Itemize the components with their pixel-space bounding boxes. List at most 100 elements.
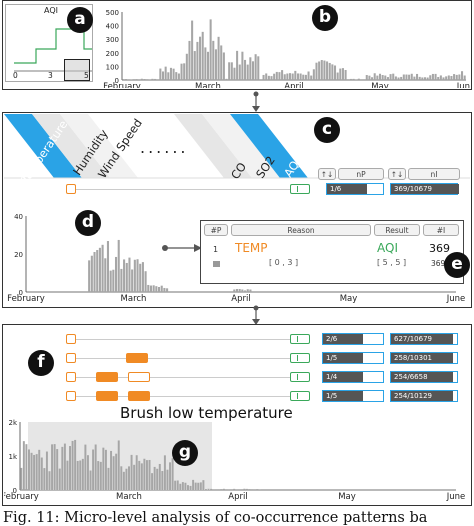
hist-g-month: May: [338, 492, 356, 502]
hist-g-bar: [20, 467, 23, 490]
hist-b-bar: [191, 20, 194, 80]
hist-b-bar: [371, 77, 374, 80]
aqi-range-bar[interactable]: [290, 184, 310, 194]
hist-d-bar: [141, 262, 144, 292]
col-header-nl[interactable]: nI: [408, 168, 460, 180]
hist-g-bar: [202, 480, 205, 490]
row3-temp-bar[interactable]: [66, 372, 76, 382]
hist-d-bar: [114, 256, 118, 292]
hist-d-bar: [160, 285, 163, 292]
table-header-result[interactable]: Result: [374, 224, 420, 236]
hist-d-bar: [155, 286, 158, 292]
row4-temp-bar[interactable]: [66, 391, 76, 401]
hist-b-bar: [159, 68, 162, 80]
sort-nl-button[interactable]: ↑↓: [388, 168, 406, 180]
row3-line: [76, 377, 290, 378]
hist-b-bar: [201, 31, 204, 81]
row4-line: [76, 396, 290, 397]
hist-d-month: June: [446, 294, 466, 304]
hist-g-bar: [38, 449, 41, 490]
hist-b-bar: [363, 79, 366, 80]
hist-b-bar: [273, 73, 276, 80]
hist-b-bar: [447, 75, 450, 80]
hist-g-ytick: 0: [13, 487, 17, 495]
hist-b-bar: [352, 78, 355, 80]
col-header-np[interactable]: nP: [338, 168, 384, 180]
row-nl-value: 254/10129: [394, 392, 432, 400]
hist-g-bar: [27, 449, 30, 490]
hist-g-bar: [138, 460, 141, 490]
row-np-value: 1/5: [326, 354, 338, 362]
hist-b-bar: [167, 72, 170, 80]
hist-g-bar: [253, 489, 256, 490]
row4-filter-bar-1[interactable]: [96, 391, 118, 401]
aqi-brush[interactable]: [64, 59, 90, 81]
row2-filter-bar[interactable]: [126, 353, 148, 363]
row2-aqi-bar[interactable]: [290, 353, 310, 363]
table-row-reason-range: [ 0 , 3 ]: [269, 258, 299, 267]
hist-g-bar: [97, 461, 100, 490]
row4-aqi-bar[interactable]: [290, 391, 310, 401]
hist-d-bar: [136, 259, 139, 292]
badge-a: a: [67, 7, 93, 33]
row3-filter-bar-2[interactable]: [128, 372, 150, 382]
hist-g-bar: [245, 488, 248, 490]
hist-b-bar: [302, 74, 305, 80]
hist-g-month: June: [446, 492, 466, 502]
hist-b-bar: [455, 74, 458, 80]
hist-b-bar: [389, 74, 392, 80]
row-np-value: 1/4: [326, 373, 338, 381]
hist-b-bar: [431, 73, 434, 80]
sort-np-button[interactable]: ↑↓: [318, 168, 336, 180]
row1-temp-bar[interactable]: [66, 334, 76, 344]
row3-aqi-bar[interactable]: [290, 372, 310, 382]
hist-g-bar: [189, 485, 192, 490]
row4-filter-bar-2[interactable]: [128, 391, 150, 401]
table-row-result: AQI: [377, 241, 398, 255]
hist-b-bar: [445, 76, 448, 80]
hist-d-bar: [163, 287, 166, 292]
hist-g-bar: [89, 470, 92, 490]
row3-filter-bar-1[interactable]: [96, 372, 118, 382]
hist-g-bar: [53, 444, 56, 490]
hist-g-bar: [33, 454, 36, 490]
table-header-count[interactable]: #I: [423, 224, 459, 236]
hist-d-bar: [106, 241, 110, 292]
hist-g-bar: [71, 440, 74, 490]
hist-g-bar: [130, 454, 133, 490]
hist-b-bar: [328, 62, 331, 80]
hist-b-bar: [193, 51, 196, 80]
hist-g-month: March: [116, 492, 142, 502]
badge-c: c: [314, 117, 340, 143]
hist-b-bar: [458, 74, 461, 80]
hist-b-bar: [394, 76, 397, 80]
table-header-p[interactable]: #P: [204, 224, 228, 236]
hist-d-bar: [131, 269, 134, 292]
hist-d-bar: [233, 289, 236, 292]
hist-b-bar: [246, 64, 249, 80]
aqi-mini-chart[interactable]: AQI 0 3 5: [5, 4, 93, 82]
table-header-reason[interactable]: Reason: [231, 224, 371, 236]
hist-b-bar: [384, 75, 387, 80]
row1-aqi-bar[interactable]: [290, 334, 310, 344]
hist-g-bar: [161, 471, 164, 490]
hist-d-bar: [96, 250, 99, 292]
table-row-count: 369: [429, 242, 450, 255]
hist-g-bar: [217, 489, 220, 490]
hist-b-bar: [312, 69, 315, 80]
hist-g-bar: [92, 449, 95, 490]
hist-b-bar: [355, 79, 358, 80]
row-nl-value: 254/6658: [394, 373, 428, 381]
hist-b-bar: [323, 60, 326, 80]
hist-g-bar: [84, 444, 87, 490]
hist-g-bar: [25, 444, 28, 490]
hist-g-bar: [30, 452, 33, 490]
row2-temp-bar[interactable]: [66, 353, 76, 363]
brush-annotation: Brush low temperature: [120, 404, 293, 422]
hist-b-bar: [228, 62, 231, 80]
temp-range-bar[interactable]: [66, 184, 76, 194]
hist-d-bar: [166, 288, 169, 292]
